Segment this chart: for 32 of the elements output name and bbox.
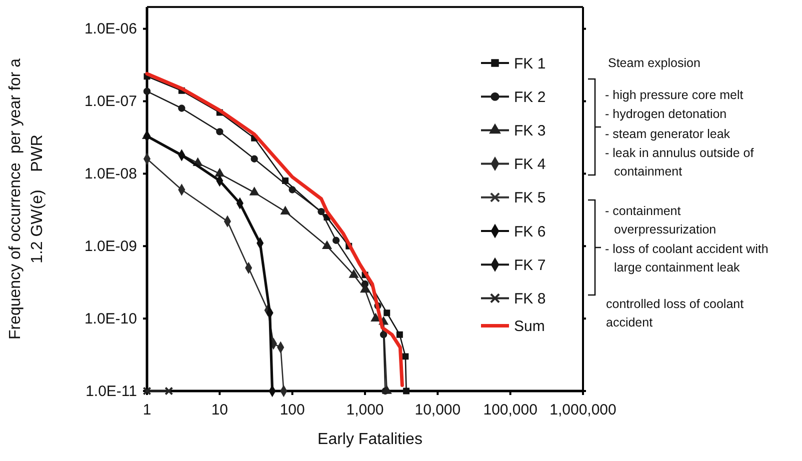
y-tick-label: 1.0E-08 [84,165,137,182]
text: - loss of coolant accident with large containment leak [605,242,768,274]
text: Steam explosion [608,56,700,70]
x-tick-label: 1,000,000 [550,402,616,418]
legend-label: Sum [514,318,545,336]
text: - leak in annulus outside of containment [605,146,754,178]
x-tick-label: 100,000 [483,402,538,418]
x-tick-label: 1 [142,402,152,418]
legend-label: FK 1 [514,55,546,72]
x-axis-title: Early Fatalities [318,431,422,448]
legend-label: FK 6 [514,223,546,240]
legend-label: FK 8 [514,290,546,308]
text: controlled loss of coolant accident [606,297,744,330]
y-axis-title: Frequency of occurrence per year for a 1.2 GW(e) PWR [7,58,46,340]
y-tick-label: 1.0E-10 [84,310,137,328]
y-tick-label: 1.0E-06 [84,20,137,38]
x-tick-label: 10,000 [414,402,461,418]
text: - steam generator leak [605,127,731,141]
legend-label: FK 5 [514,190,546,207]
legend-label: FK 4 [514,156,546,174]
y-tick-label: 1.0E-07 [84,93,137,110]
y-tick-label: 1.0E-09 [84,238,137,255]
text: - hydrogen detonation [605,107,727,121]
x-tick-label: 10 [211,402,228,418]
x-tick-label: 100 [280,402,305,418]
text: - containment overpressurization [605,204,716,236]
legend-label: FK 7 [514,256,546,274]
y-tick-label: 1.0E-11 [86,382,137,400]
x-tick-label: 1,000 [346,402,384,418]
legend-label: FK 3 [514,122,546,140]
legend-label: FK 2 [514,88,546,106]
text: - high pressure core melt [605,88,744,102]
